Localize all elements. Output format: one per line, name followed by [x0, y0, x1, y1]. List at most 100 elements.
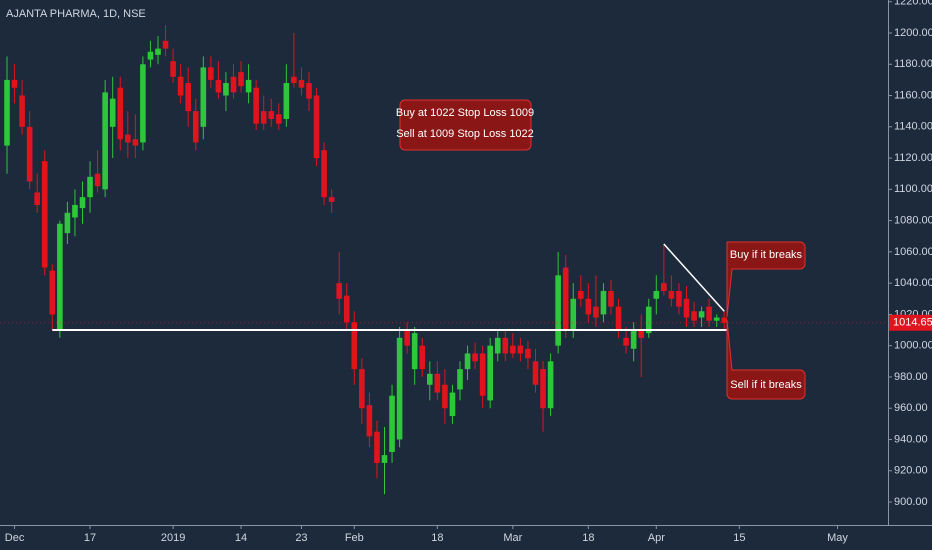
annotation-text: Buy at 1022 Stop Loss 1009 — [396, 107, 534, 119]
candle-body — [661, 283, 667, 291]
candle-body — [396, 337, 403, 440]
x-tick-label: 18 — [582, 532, 594, 544]
trend-line — [663, 243, 725, 312]
candle-body — [238, 72, 244, 87]
x-tick-label: 14 — [235, 532, 247, 544]
candle-body — [125, 134, 131, 143]
candle-body — [366, 405, 373, 437]
candle-body — [411, 333, 418, 370]
candle-body — [691, 311, 697, 321]
candle-body — [434, 373, 441, 393]
candle-body — [593, 306, 599, 318]
candle-body — [608, 290, 614, 307]
candle-body — [585, 298, 592, 315]
candle-body — [479, 353, 486, 396]
y-tick-label: 980.00 — [894, 371, 928, 383]
y-tick-label: 1080.00 — [894, 215, 932, 227]
candle-body — [245, 79, 252, 93]
candle-body — [721, 317, 728, 323]
candle-body — [532, 361, 539, 385]
candle-body — [419, 345, 426, 370]
candle-body — [57, 223, 63, 331]
candle-body — [19, 95, 25, 127]
candle-body — [79, 197, 86, 209]
candle-body — [34, 192, 40, 205]
candle-body — [698, 311, 705, 318]
y-tick-label: 1140.00 — [894, 121, 932, 133]
candle-body — [306, 83, 312, 99]
candle-body — [404, 330, 410, 346]
buy-callout — [726, 241, 806, 318]
candle-body — [200, 67, 207, 127]
candle-body — [359, 369, 365, 409]
last-price-label: 1014.65 — [893, 317, 932, 329]
candle-body — [653, 290, 660, 299]
candle-body — [162, 40, 169, 49]
candle-body — [41, 161, 48, 268]
candle-body — [132, 139, 139, 146]
candle-body — [683, 298, 690, 318]
candle-body — [487, 345, 493, 401]
candle-body — [540, 369, 546, 409]
y-tick-label: 1160.00 — [894, 89, 932, 101]
candle-body — [230, 76, 237, 93]
candle-body — [328, 197, 335, 202]
candle-body — [283, 83, 290, 119]
candle-body — [510, 345, 516, 354]
candle-body — [457, 369, 463, 390]
y-tick-label: 920.00 — [894, 465, 928, 477]
candle-body — [49, 270, 56, 315]
candle-body — [26, 126, 33, 182]
candle-body — [570, 298, 577, 331]
candle-body — [343, 295, 350, 323]
candle-body — [64, 212, 71, 234]
candle-body — [276, 114, 282, 124]
chart-title: AJANTA PHARMA, 1D, NSE — [6, 8, 146, 20]
x-tick-label: Feb — [345, 532, 364, 544]
last-price-box — [889, 314, 932, 331]
y-tick-label: 900.00 — [894, 496, 928, 508]
y-tick-label: 1180.00 — [894, 58, 932, 70]
candle-body — [427, 373, 433, 385]
annotation-text: Sell at 1009 Stop Loss 1022 — [396, 128, 534, 140]
y-tick-label: 940.00 — [894, 433, 928, 445]
candle-body — [321, 150, 327, 198]
candle-body — [464, 353, 471, 370]
candle-body — [192, 111, 199, 143]
candle-body — [555, 275, 561, 346]
candle-body — [668, 290, 675, 299]
candle-body — [494, 337, 501, 354]
candle-body — [140, 64, 146, 143]
candle-body — [374, 431, 380, 463]
candle-body — [313, 95, 320, 159]
candle-body — [298, 79, 305, 88]
annotation-text: Sell if it breaks — [730, 379, 802, 391]
x-tick-label: May — [827, 532, 848, 544]
x-tick-label: 2019 — [161, 532, 185, 544]
candle-body — [170, 61, 176, 77]
x-tick-label: 23 — [295, 532, 307, 544]
candle-body — [615, 306, 622, 331]
candle-body — [87, 176, 93, 198]
candle-body — [11, 79, 18, 88]
candle-body — [72, 204, 78, 218]
candle-body — [600, 290, 607, 315]
candle-body — [351, 322, 358, 370]
candle-body — [525, 348, 531, 359]
candle-body — [645, 306, 652, 334]
candle-body — [185, 83, 191, 112]
y-tick-label: 1120.00 — [894, 152, 932, 164]
candle-body — [630, 330, 637, 349]
x-tick-label: Mar — [503, 532, 522, 544]
candle-body — [291, 76, 297, 84]
y-tick-label: 960.00 — [894, 402, 928, 414]
candle-body — [117, 87, 124, 140]
candle-body — [562, 267, 569, 331]
candle-body — [381, 455, 388, 463]
candle-body — [578, 290, 584, 299]
candle-body — [623, 337, 629, 346]
y-tick-label: 1000.00 — [894, 340, 932, 352]
candle-body — [517, 345, 524, 354]
plot-area — [0, 25, 888, 495]
